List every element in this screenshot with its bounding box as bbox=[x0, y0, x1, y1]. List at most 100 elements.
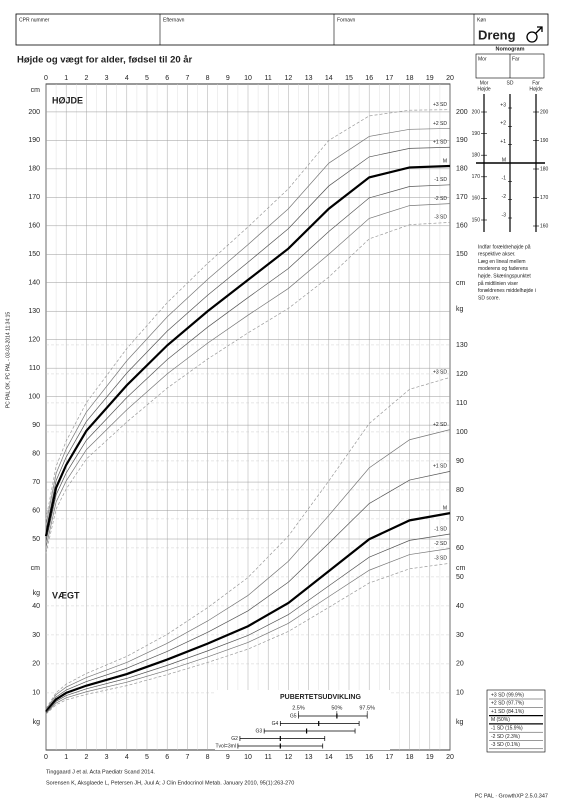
curve bbox=[45, 203, 451, 548]
x-tick-label: 15 bbox=[345, 75, 353, 82]
x-tick-label: 4 bbox=[125, 75, 129, 82]
father-tick-label: 160 bbox=[540, 223, 549, 229]
y-tick-label: 190 bbox=[28, 137, 40, 144]
y2-tick-label: 40 bbox=[456, 603, 464, 610]
y-tick-label: 150 bbox=[28, 251, 40, 258]
sd-tick-label: +1 bbox=[500, 139, 506, 145]
nomogram-text: forældrenes middelhøjde i bbox=[478, 288, 536, 294]
x-tick-label: 19 bbox=[426, 75, 434, 82]
x-tick-label: 3 bbox=[105, 75, 109, 82]
labels: 0011223344556677889910101111121213131414… bbox=[28, 75, 467, 761]
legend-entry: M (50%) bbox=[491, 717, 510, 723]
y-tick-label: 170 bbox=[456, 194, 468, 201]
curve-label: -2 SD bbox=[434, 196, 447, 202]
y2-tick-label: 10 bbox=[32, 690, 40, 697]
curves bbox=[44, 109, 451, 715]
x-tick-label: 20 bbox=[446, 754, 454, 761]
mother-tick-label: 150 bbox=[472, 217, 481, 223]
curve-label: -2 SD bbox=[434, 541, 447, 547]
y-tick-label: 160 bbox=[28, 223, 40, 230]
curve-label: -3 SD bbox=[434, 556, 447, 562]
sd-tick-label: M bbox=[502, 157, 506, 163]
x-tick-label: 11 bbox=[265, 754, 272, 761]
axis-title: SD bbox=[507, 80, 514, 86]
x-tick-label: 10 bbox=[244, 75, 252, 82]
reference: Tinggaard J et al. Acta Paediatr Scand 2… bbox=[46, 769, 155, 775]
y2-tick-label: 20 bbox=[32, 661, 40, 668]
x-tick-label: 10 bbox=[244, 754, 252, 761]
x-tick-label: 3 bbox=[105, 754, 109, 761]
curve bbox=[44, 164, 451, 537]
legend-box bbox=[486, 689, 546, 753]
legend-entry: -3 SD (0.1%) bbox=[491, 742, 520, 748]
nomogram-text: Læg en lineal mellem bbox=[478, 259, 526, 265]
x-tick-label: 7 bbox=[185, 754, 189, 761]
curve-label: +1 SD bbox=[433, 464, 447, 470]
x-tick-label: 1 bbox=[64, 75, 68, 82]
y2-tick-label: 30 bbox=[456, 632, 464, 639]
x-tick-label: 8 bbox=[206, 75, 210, 82]
legend: +3 SD (99.9%) +2 SD (97.7%) +1 SD (84.1%) M… bbox=[489, 692, 543, 749]
reference: Sorensen K, Aksglaede L, Petersen JH, Ju… bbox=[46, 780, 294, 786]
y2-tick-label: 60 bbox=[456, 545, 464, 552]
axis-title: Højde bbox=[529, 86, 543, 92]
x-tick-label: 17 bbox=[386, 754, 394, 761]
y2-tick-label: 50 bbox=[456, 574, 464, 581]
curve-label: +3 SD bbox=[433, 370, 447, 376]
curve-label: M bbox=[443, 158, 447, 164]
mother-tick-label: 170 bbox=[472, 174, 481, 180]
y-tick-label: 200 bbox=[28, 109, 40, 116]
x-tick-label: 12 bbox=[285, 75, 293, 82]
x-tick-label: 13 bbox=[305, 754, 313, 761]
curve-label: M bbox=[443, 505, 447, 511]
x-tick-label: 16 bbox=[365, 75, 373, 82]
x-tick-label: 20 bbox=[446, 75, 454, 82]
puberty-row-label: G2 bbox=[231, 736, 238, 742]
mother-tick-label: 180 bbox=[472, 153, 481, 159]
y-tick-label: 90 bbox=[32, 422, 40, 429]
x-tick-label: 0 bbox=[44, 75, 48, 82]
unit-label: kg bbox=[456, 719, 464, 726]
curve-label: +2 SD bbox=[433, 422, 447, 428]
y2-tick-label: 20 bbox=[456, 661, 464, 668]
curve bbox=[45, 562, 451, 715]
unit-label: kg bbox=[33, 590, 41, 597]
y2-tick-label: 90 bbox=[456, 458, 464, 465]
x-tick-label: 5 bbox=[145, 75, 149, 82]
nomogram-text: Indfør forældrehøjde på bbox=[478, 243, 531, 250]
y-tick-label: 130 bbox=[28, 308, 40, 315]
y-tick-label: 180 bbox=[28, 166, 40, 173]
x-tick-label: 8 bbox=[206, 754, 210, 761]
unit-label: kg bbox=[456, 306, 464, 313]
y-tick-label: 80 bbox=[32, 450, 40, 457]
x-tick-label: 18 bbox=[406, 75, 414, 82]
x-tick-label: 2 bbox=[84, 75, 88, 82]
legend-entry: -2 SD (2.3%) bbox=[491, 734, 520, 740]
legend-entry: +3 SD (99.9%) bbox=[491, 692, 524, 698]
x-tick-label: 14 bbox=[325, 75, 333, 82]
y2-tick-label: 120 bbox=[456, 371, 468, 378]
x-tick-label: 2 bbox=[84, 754, 88, 761]
x-tick-label: 1 bbox=[64, 754, 68, 761]
nomogram-text: på midtlinien viser bbox=[478, 280, 518, 287]
nomogram-title: Nomogram bbox=[495, 46, 524, 52]
curve-label: -1 SD bbox=[434, 526, 447, 532]
field-label: Fornavn bbox=[337, 17, 356, 23]
x-tick-label: 6 bbox=[165, 75, 169, 82]
chart-title: Højde og vægt for alder, fødsel til 20 å… bbox=[17, 55, 193, 66]
x-tick-label: 14 bbox=[325, 754, 333, 761]
sd-tick-label: -2 bbox=[502, 194, 507, 200]
x-tick-label: 12 bbox=[285, 754, 293, 761]
father-tick-label: 200 bbox=[540, 109, 549, 115]
mother-tick-label: 160 bbox=[472, 196, 481, 202]
y2-tick-label: 40 bbox=[32, 603, 40, 610]
curve bbox=[45, 471, 451, 711]
x-tick-label: 16 bbox=[365, 754, 373, 761]
nomogram-scales: 150 160 170 180 190 200 160 170 180 190 200 +3 +2 +1 M… bbox=[472, 102, 549, 229]
sd-tick-label: +3 bbox=[500, 102, 506, 108]
height-label: HØJDE bbox=[52, 95, 83, 105]
x-tick-label: 7 bbox=[185, 75, 189, 82]
y-tick-label: 70 bbox=[32, 479, 40, 486]
